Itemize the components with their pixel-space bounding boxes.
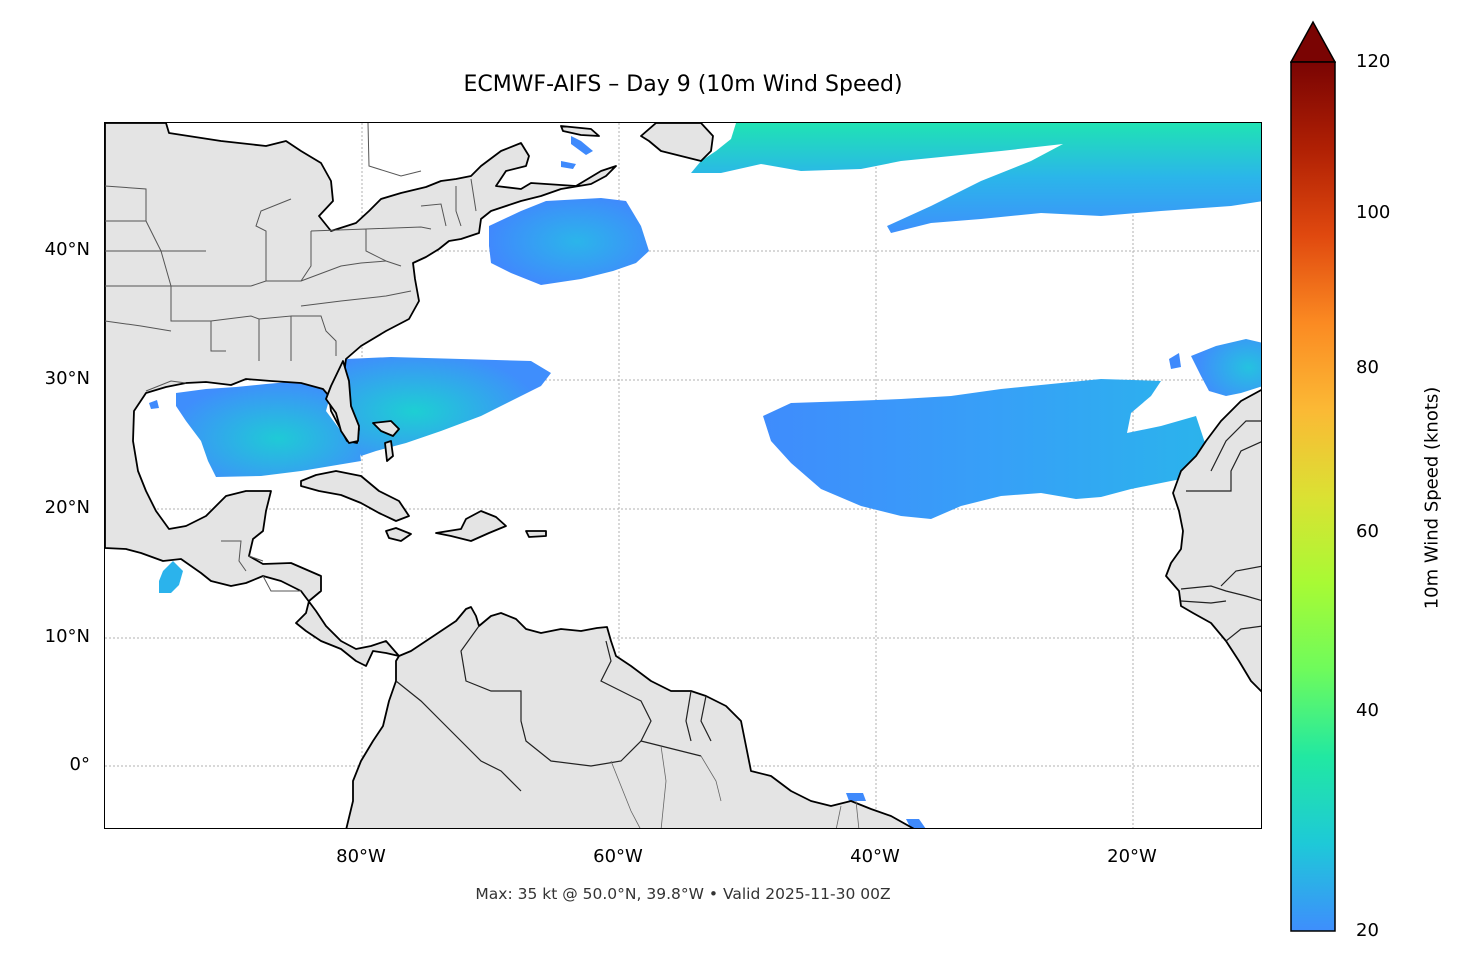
colorbar-extend-arrow — [1290, 20, 1336, 63]
colorbar-label: 10m Wind Speed (knots) — [1421, 386, 1443, 610]
cbar-tick-60: 60 — [1356, 521, 1379, 542]
y-tick-40n: 40°N — [44, 239, 90, 260]
map-panel — [104, 122, 1262, 829]
minor-borders — [610, 745, 860, 828]
state-borders — [105, 123, 477, 592]
y-tick-10n: 10°N — [44, 626, 90, 647]
y-tick-20n: 20°N — [44, 497, 90, 518]
y-tick-0: 0° — [69, 754, 90, 775]
footnote: Max: 35 kt @ 50.0°N, 39.8°W • Valid 2025… — [475, 885, 891, 903]
x-tick-20w: 20°W — [1107, 846, 1157, 867]
cbar-tick-100: 100 — [1356, 202, 1391, 223]
country-borders — [395, 420, 1261, 792]
map-canvas — [105, 123, 1261, 828]
y-tick-30n: 30°N — [44, 368, 90, 389]
land-masses — [105, 123, 1261, 828]
x-tick-40w: 40°W — [850, 846, 900, 867]
chart-title: ECMWF-AIFS – Day 9 (10m Wind Speed) — [463, 72, 903, 97]
colorbar — [1290, 20, 1336, 932]
cbar-tick-120: 120 — [1356, 51, 1391, 72]
x-tick-60w: 60°W — [593, 846, 643, 867]
wind-field — [149, 123, 1261, 828]
cbar-tick-80: 80 — [1356, 357, 1379, 378]
x-tick-80w: 80°W — [336, 846, 386, 867]
cbar-tick-20: 20 — [1356, 920, 1379, 941]
cbar-tick-40: 40 — [1356, 700, 1379, 721]
